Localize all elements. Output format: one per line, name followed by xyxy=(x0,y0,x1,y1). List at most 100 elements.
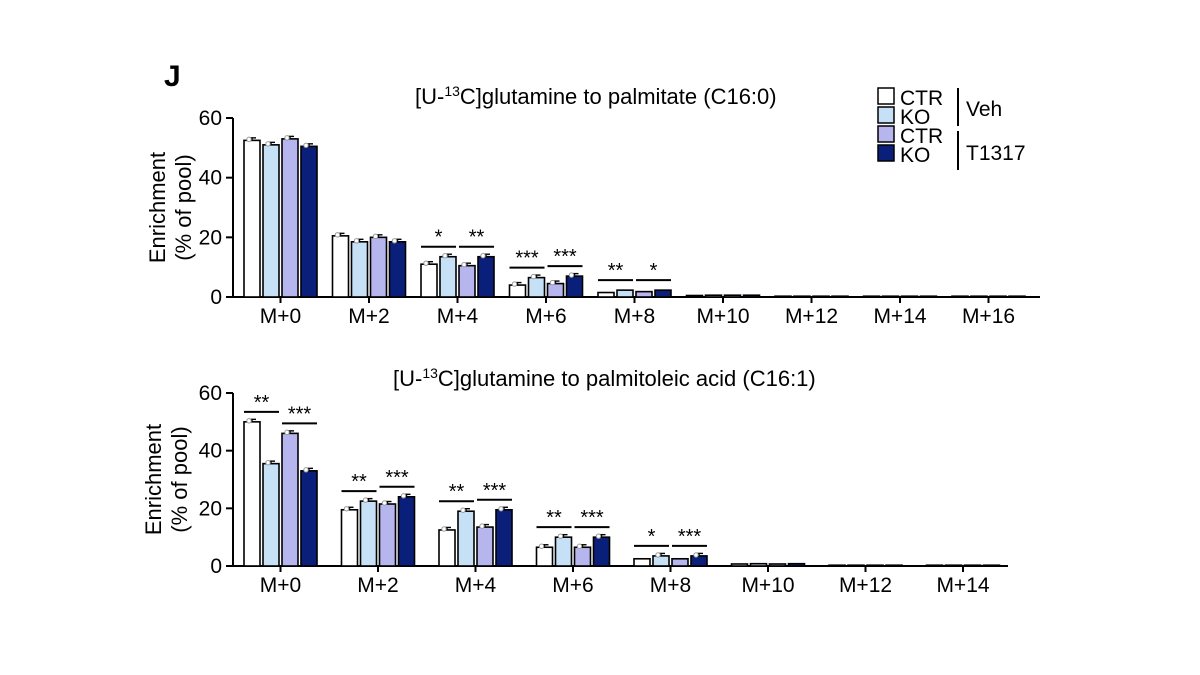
significance-label: * xyxy=(435,227,443,249)
bar xyxy=(508,284,527,298)
chart-title: [U-13C]glutamine to palmitate (C16:0) xyxy=(415,83,777,109)
bar xyxy=(831,295,849,298)
legend-label: KO xyxy=(900,144,930,167)
x-tick-label: M+14 xyxy=(936,574,989,597)
data-point xyxy=(343,506,350,512)
bar xyxy=(690,555,708,567)
x-tick-label: M+2 xyxy=(357,574,398,597)
x-tick-label: M+16 xyxy=(962,305,1015,328)
bar xyxy=(635,290,653,298)
data-point xyxy=(303,142,309,149)
data-point xyxy=(549,279,556,286)
significance-label: *** xyxy=(483,480,507,502)
bar xyxy=(565,275,584,298)
data-point xyxy=(479,523,485,529)
legend-group-label: T1317 xyxy=(966,142,1026,165)
bar xyxy=(554,536,573,567)
legend-label: CTR xyxy=(900,125,943,148)
data-point xyxy=(265,459,271,466)
data-point xyxy=(460,507,466,513)
y-tick-label: 40 xyxy=(199,440,222,463)
bar xyxy=(573,546,592,567)
significance-label: ** xyxy=(469,227,485,249)
y-tick-label: 20 xyxy=(199,497,222,520)
bar xyxy=(723,294,742,298)
y-axis-label-unit: (% of pool) xyxy=(167,426,192,532)
legend-label: CTR xyxy=(900,87,943,110)
y-tick-label: 20 xyxy=(199,226,222,249)
y-tick-label: 40 xyxy=(199,167,222,190)
significance-label: *** xyxy=(515,248,539,270)
bar xyxy=(458,264,476,298)
chart-title-suffix: C]glutamine to palmitoleic acid (C16:1) xyxy=(438,366,816,391)
data-point xyxy=(353,238,360,244)
bar xyxy=(793,295,811,298)
significance-label: *** xyxy=(553,246,577,268)
bar xyxy=(243,421,261,567)
bar xyxy=(654,289,672,298)
bar xyxy=(350,241,369,298)
significance-label: ** xyxy=(351,471,367,493)
bar xyxy=(477,255,495,298)
bar xyxy=(671,557,689,567)
x-tick-label: M+10 xyxy=(741,574,794,597)
chart-title-superscript: 13 xyxy=(422,365,438,381)
y-tick-label: 60 xyxy=(199,382,222,405)
bar xyxy=(495,508,513,567)
x-tick-label: M+12 xyxy=(785,305,838,328)
bar xyxy=(378,503,397,567)
bar xyxy=(597,291,615,298)
bar xyxy=(592,536,611,567)
bar xyxy=(535,546,554,567)
bar xyxy=(300,145,318,298)
x-tick-label: M+10 xyxy=(696,305,749,328)
data-point xyxy=(265,141,271,147)
legend-swatch xyxy=(877,106,895,124)
bar xyxy=(616,289,634,298)
significance-label: ** xyxy=(449,481,465,503)
legend-swatch xyxy=(877,125,895,143)
bar xyxy=(685,294,704,298)
x-tick-label: M+14 xyxy=(873,305,926,328)
bar xyxy=(652,555,670,567)
data-point xyxy=(303,467,309,473)
chart-title-prefix: [U- xyxy=(393,366,422,391)
data-point xyxy=(372,233,379,240)
chart-title-superscript: 13 xyxy=(444,83,460,99)
data-point xyxy=(284,135,290,141)
bar xyxy=(900,295,919,298)
bar xyxy=(963,564,982,567)
bar xyxy=(812,295,830,298)
bar xyxy=(862,295,881,298)
bar xyxy=(546,282,565,298)
bar xyxy=(300,470,318,567)
data-point xyxy=(246,418,252,424)
bar xyxy=(989,295,1007,298)
significance-label: *** xyxy=(678,526,702,548)
y-axis-label: Enrichment xyxy=(141,424,166,535)
legend-group-label: Veh xyxy=(966,98,1002,121)
bar xyxy=(476,526,494,567)
significance-label: *** xyxy=(385,467,409,489)
bar xyxy=(944,564,963,567)
data-point xyxy=(511,281,518,287)
bar xyxy=(262,144,280,298)
significance-label: *** xyxy=(580,507,604,529)
data-point xyxy=(442,253,448,259)
bar xyxy=(847,564,865,567)
x-tick-label: M+6 xyxy=(525,305,566,328)
bar xyxy=(881,295,900,298)
bar xyxy=(331,235,350,298)
bar xyxy=(388,241,407,298)
data-point xyxy=(362,497,369,503)
x-tick-label: M+8 xyxy=(650,574,691,597)
bar xyxy=(340,508,359,567)
significance-label: ** xyxy=(254,392,270,414)
data-point xyxy=(461,261,467,268)
data-point xyxy=(480,253,486,259)
data-point xyxy=(595,533,602,539)
x-tick-label: M+12 xyxy=(839,574,892,597)
significance-label: ** xyxy=(546,507,562,529)
